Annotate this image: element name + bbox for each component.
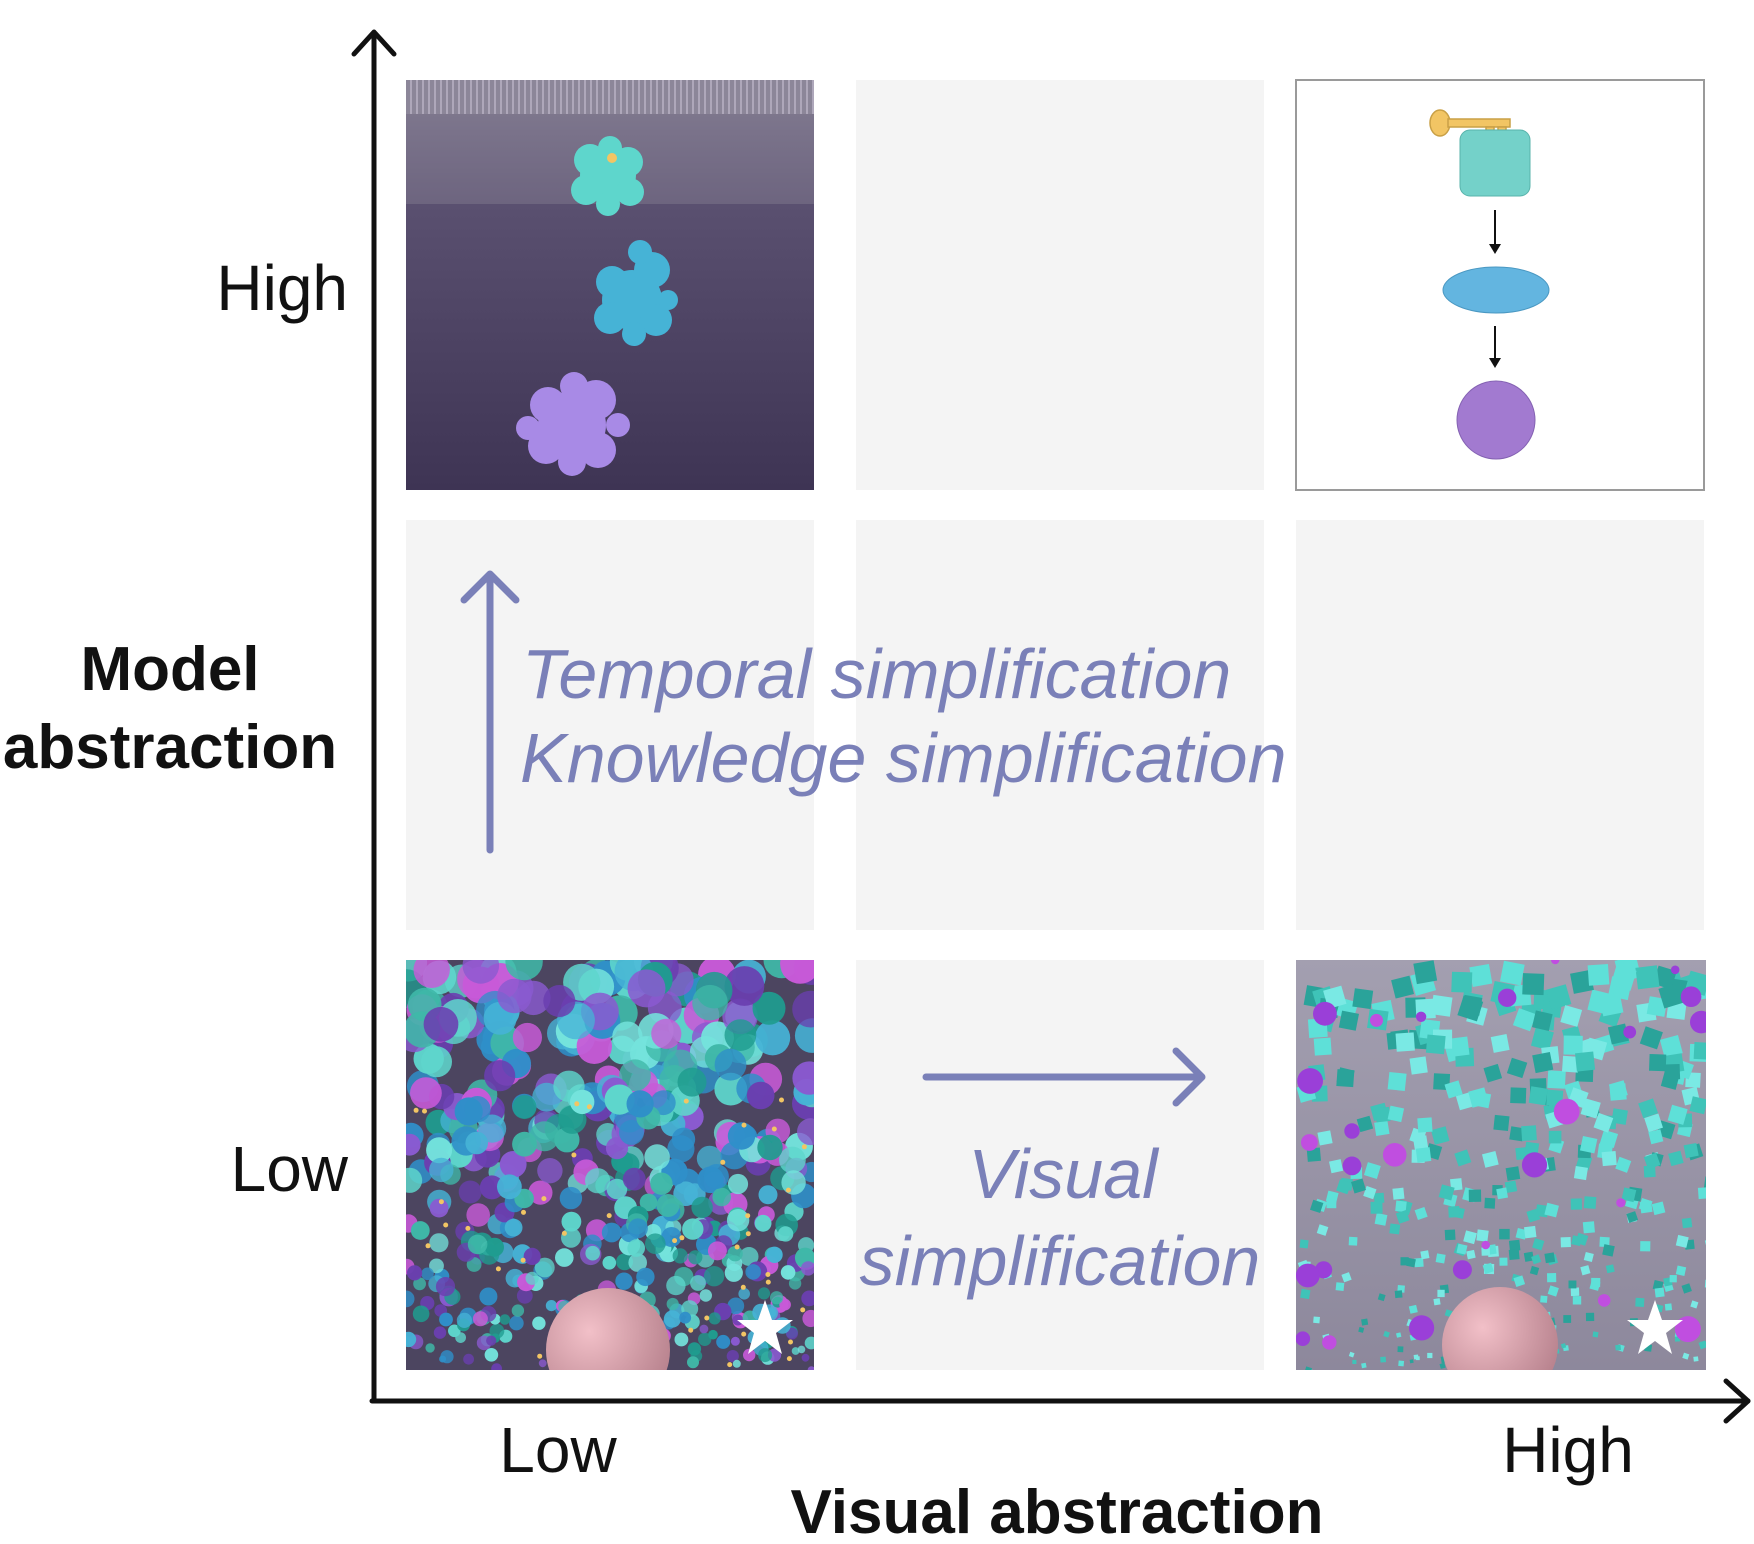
receptor-square [1459,129,1531,197]
cell-mid-model-mid-visual [856,520,1264,930]
x-axis [369,1378,1751,1424]
x-axis-title: Visual abstraction [791,1478,1324,1544]
cell-low-model-high-visual [1296,960,1706,1370]
visual-simplification-arrow [922,1047,1206,1107]
y-axis-title-line1: Model [80,635,259,704]
y-axis-title-line2: abstraction [3,713,337,782]
visual-simplification-label-line1: Visual [968,1135,1160,1213]
cell-high-model-mid-visual [856,80,1264,490]
x-tick-low: Low [499,1414,617,1486]
y-tick-high: High [216,252,348,324]
cell-low-model-low-visual [406,960,814,1370]
membrane-layer [406,80,814,114]
purple-protein [516,372,630,476]
cell-high-model-high-visual [1295,79,1705,491]
y-tick-low: Low [231,1133,349,1205]
grid [406,79,1706,1370]
cell-low-model-mid-visual [856,960,1264,1370]
y-axis [351,29,397,1404]
temporal-simplification-label: Temporal simplification [522,635,1231,713]
teal-protein [571,136,644,216]
crowded-proteins [406,960,814,1370]
blue-protein [594,240,678,346]
knowledge-simplification-label: Knowledge simplification [520,719,1287,797]
effector-circle [1456,380,1536,460]
organelle-sphere [1442,1287,1558,1370]
temporal-knowledge-arrow [460,570,520,854]
organelle-sphere [546,1288,670,1370]
visual-simplification-label-line2: simplification [860,1222,1261,1300]
cell-mid-model-high-visual [1296,520,1704,930]
star-icon [737,1300,793,1354]
x-tick-high: High [1502,1414,1634,1486]
cell-high-model-low-visual [406,80,814,490]
star-icon [1627,1300,1683,1354]
messenger-ellipse [1442,266,1550,314]
simplified-proteins [1296,960,1706,1370]
